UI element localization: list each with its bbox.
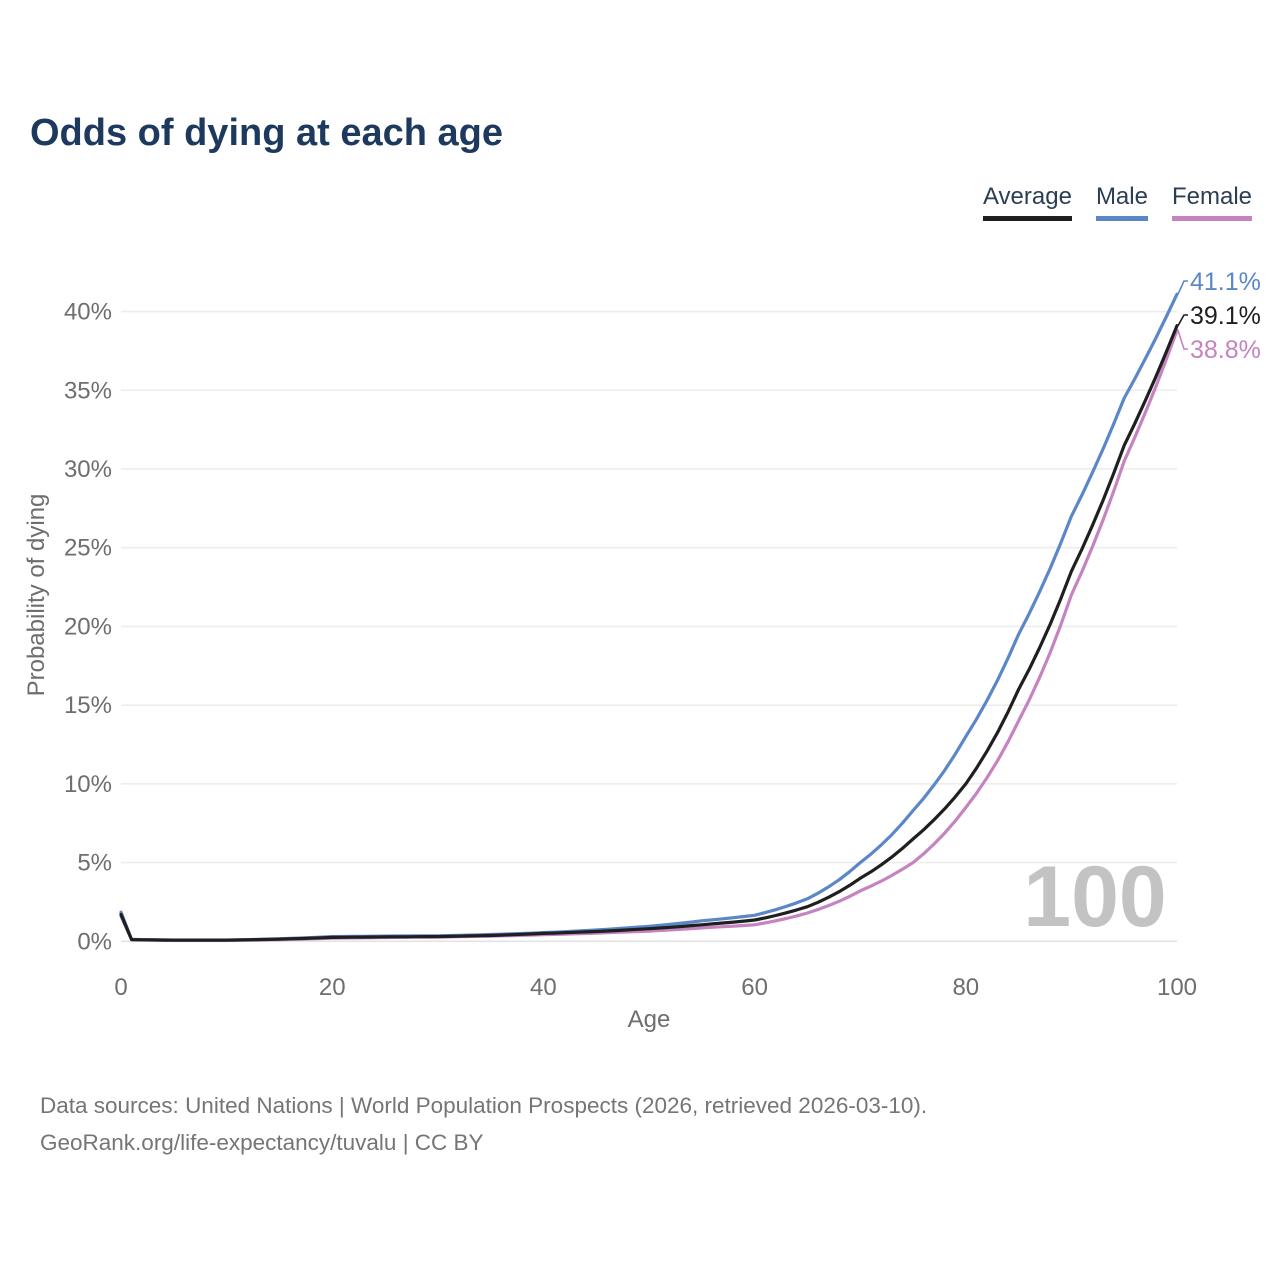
legend-item-average[interactable]: Average xyxy=(982,183,1072,221)
footer-data-sources: Data sources: United Nations | World Pop… xyxy=(40,1093,928,1118)
end-label-male: 41.1% xyxy=(1190,268,1261,296)
x-tick-label: 60 xyxy=(741,974,768,1001)
x-tick-label: 0 xyxy=(114,974,127,1001)
legend-label-male: Male xyxy=(1095,183,1148,210)
y-tick-label: 35% xyxy=(64,377,112,404)
footer-attribution: GeoRank.org/life-expectancy/tuvalu | CC … xyxy=(40,1130,484,1155)
legend-item-female[interactable]: Female xyxy=(1171,183,1252,221)
chart-canvas: 0% 5% 10% 15% 20% 25% 30% 35% 40% 0 20 40 60 80 100 Age… xyxy=(23,268,1261,1033)
chart-footer: Data sources: United Nations | World Pop… xyxy=(40,1087,927,1161)
end-label-connector-female xyxy=(1177,330,1188,350)
y-tick-label: 15% xyxy=(64,692,112,719)
legend-label-average: Average xyxy=(982,183,1072,210)
y-axis-title: Probability of dying xyxy=(23,494,50,697)
legend-item-male[interactable]: Male xyxy=(1095,183,1148,221)
y-tick-label: 20% xyxy=(64,613,112,640)
legend-label-female: Female xyxy=(1171,183,1252,210)
y-tick-label: 30% xyxy=(64,456,112,483)
end-label-female: 38.8% xyxy=(1190,336,1261,364)
page-title: Odds of dying at each age xyxy=(30,112,503,154)
end-label-average: 39.1% xyxy=(1190,302,1261,330)
x-tick-label: 40 xyxy=(530,974,557,1001)
x-tick-label: 100 xyxy=(1157,974,1197,1001)
x-tick-label: 80 xyxy=(952,974,979,1001)
y-tick-label: 5% xyxy=(77,850,112,877)
y-tick-label: 40% xyxy=(64,299,112,326)
y-tick-label: 25% xyxy=(64,535,112,562)
y-tick-label: 0% xyxy=(77,928,112,955)
x-axis-title: Age xyxy=(628,1006,671,1033)
end-label-connector-average xyxy=(1177,314,1188,327)
x-tick-label: 20 xyxy=(319,974,346,1001)
watermark-text: 100 xyxy=(1023,849,1167,945)
series-line-average xyxy=(119,324,1179,942)
chart-legend: Average Male Female xyxy=(982,183,1252,221)
y-tick-label: 10% xyxy=(64,771,112,798)
end-label-connector-male xyxy=(1177,280,1188,295)
series-line-male xyxy=(119,292,1179,942)
